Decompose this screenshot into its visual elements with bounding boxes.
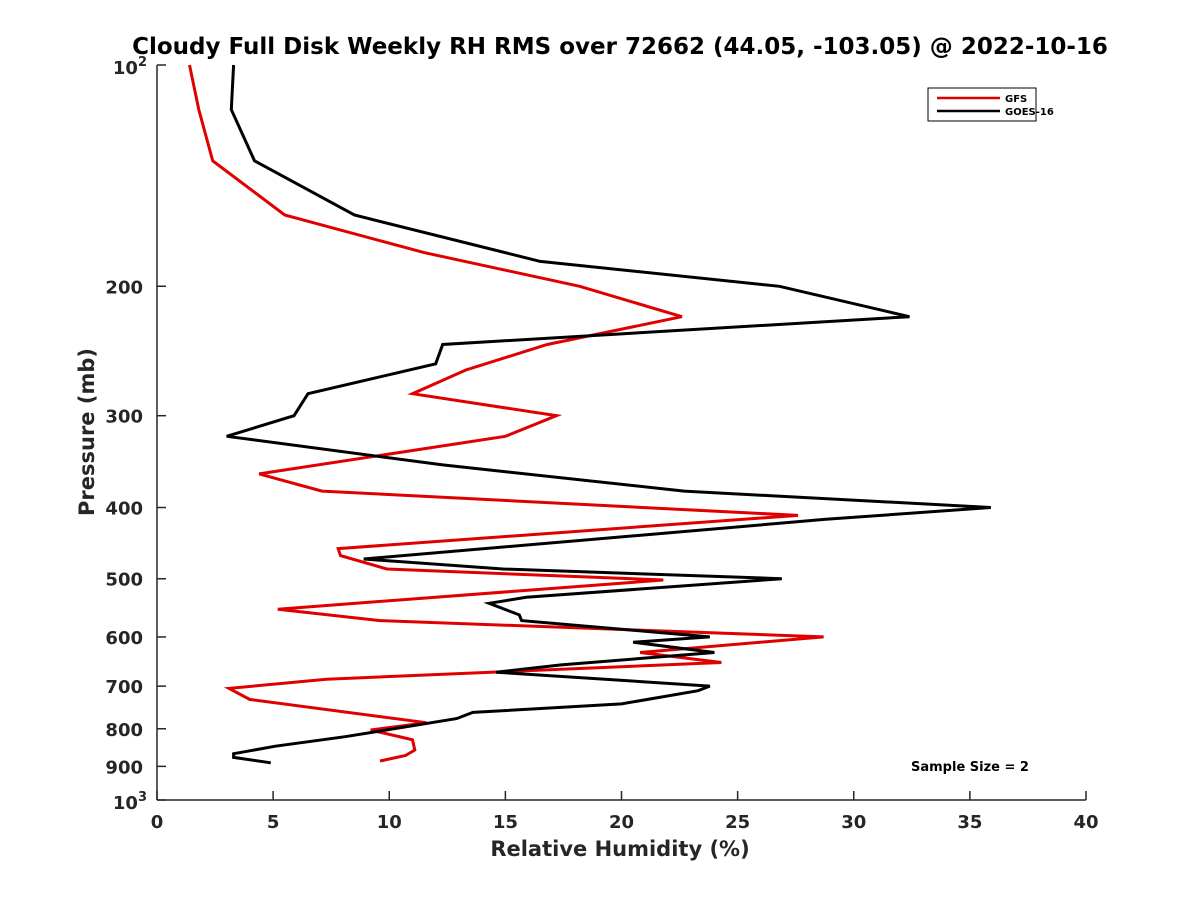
x-tick-label: 15 [493,812,518,833]
y-tick-label: 102 [113,55,147,79]
series-line-gfs [188,64,824,763]
sample-size-annotation: Sample Size = 2 [911,760,1029,775]
y-tick-label: 103 [113,790,147,814]
y-tick-label: 600 [105,628,143,649]
x-axis-label: Relative Humidity (%) [490,837,749,861]
x-tick-label: 25 [725,812,750,833]
x-tick-label: 20 [609,812,634,833]
x-tick-label: 40 [1073,812,1098,833]
legend-label-gfs: GFS [1005,94,1027,105]
x-tick-label: 0 [151,812,164,833]
y-tick-label: 200 [105,277,143,298]
y-tick-label: 700 [105,677,143,698]
plot-area [156,65,1086,801]
y-axis-ticks: 102 200 300 400 500 600 700 800 900 103 [105,55,166,814]
x-axis-ticks: 0 5 10 15 20 25 30 35 40 [151,791,1099,833]
legend: GFS GOES-16 [927,87,1054,122]
y-axis-label: Pressure (mb) [75,348,99,516]
chart-title: Cloudy Full Disk Weekly RH RMS over 7266… [132,34,1108,60]
series-lines [188,64,991,765]
legend-label-goes16: GOES-16 [1005,107,1054,118]
x-tick-label: 10 [377,812,402,833]
x-tick-label: 30 [841,812,866,833]
y-tick-label: 800 [105,720,143,741]
y-tick-label: 900 [105,757,143,778]
y-tick-label: 500 [105,570,143,591]
x-tick-label: 5 [267,812,280,833]
y-tick-label: 300 [105,407,143,428]
series-line-goes16 [226,64,991,765]
legend-box [927,87,1037,122]
x-tick-label: 35 [957,812,982,833]
y-tick-label: 400 [105,499,143,520]
